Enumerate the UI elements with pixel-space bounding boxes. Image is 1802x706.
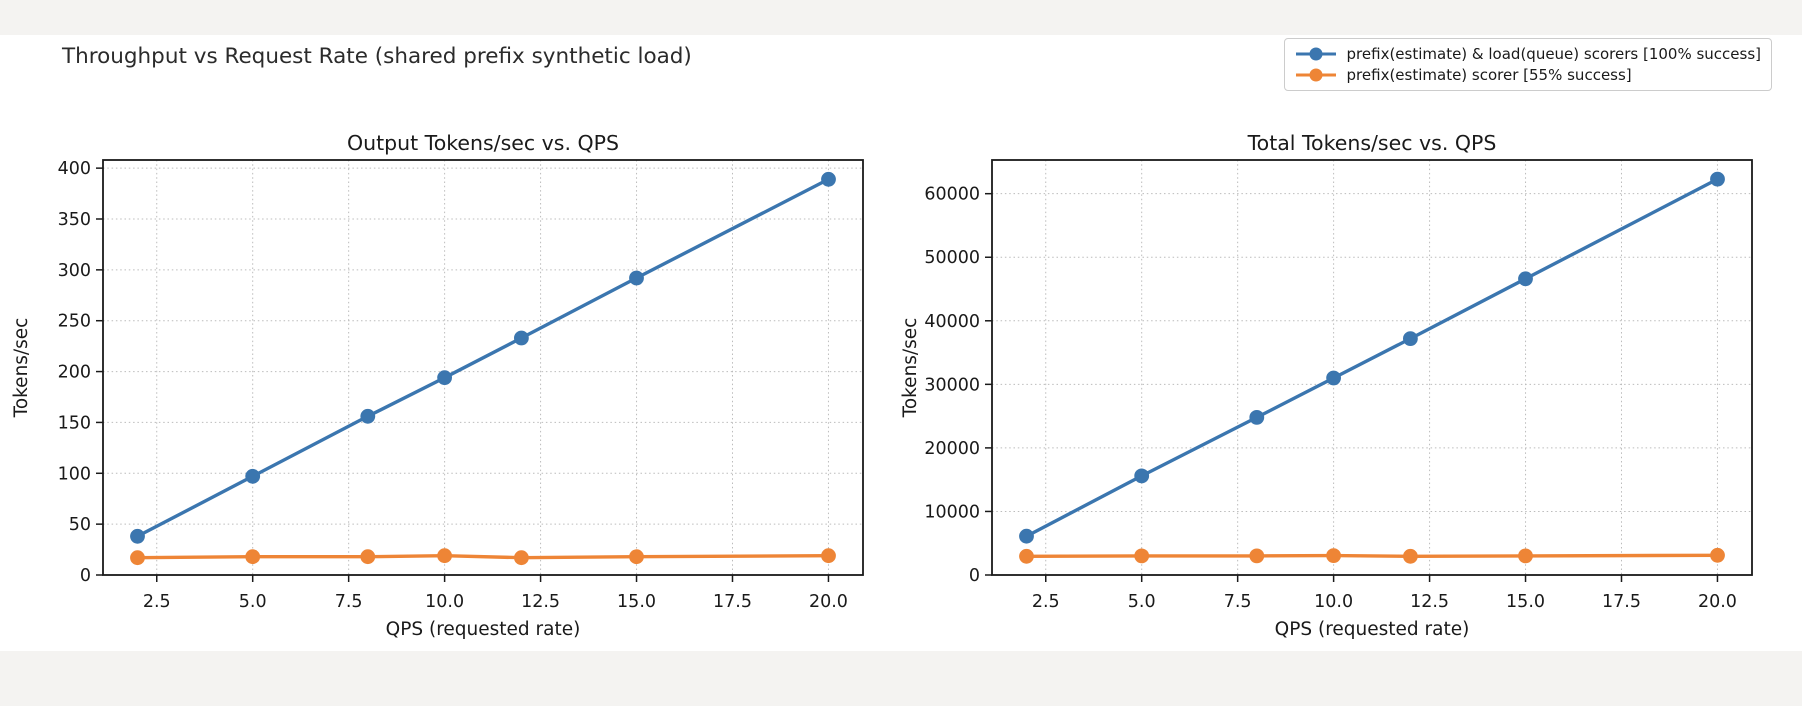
data-point-marker [437, 370, 452, 386]
series-line [1026, 553, 1718, 558]
legend-label: prefix(estimate) scorer [55% success] [1346, 66, 1632, 84]
data-point-marker [360, 408, 376, 424]
data-point-marker [1710, 547, 1725, 563]
legend-dot [1309, 68, 1323, 82]
x-tick-label: 5.0 [1128, 592, 1156, 612]
data-point-marker [130, 528, 145, 544]
x-tick-label: 12.5 [521, 592, 560, 612]
data-point-marker [130, 550, 145, 566]
y-tick-label: 40000 [924, 312, 980, 332]
x-tick-label: 20.0 [1698, 592, 1737, 612]
figure-title: Throughput vs Request Rate (shared prefi… [62, 44, 692, 69]
x-tick-label: 12.5 [1410, 592, 1449, 612]
legend-marker-icon [1295, 68, 1336, 82]
top-margin-bar [0, 0, 1802, 35]
y-tick-label: 60000 [924, 185, 980, 205]
data-point-marker [1403, 548, 1418, 564]
x-tick-label: 2.5 [143, 592, 171, 612]
legend-marker-icon [1295, 47, 1336, 61]
x-tick-label: 2.5 [1032, 592, 1060, 612]
y-tick-label: 50 [69, 515, 91, 535]
data-point-marker [1249, 410, 1265, 425]
plot-spines [102, 159, 864, 576]
data-point-marker [514, 550, 529, 566]
y-tick-label: 0 [80, 566, 91, 586]
data-point-marker [629, 549, 644, 565]
x-tick-label: 17.5 [1602, 592, 1641, 612]
y-tick-label: 50000 [924, 248, 980, 268]
chart-output-tokens-per-sec: 2.5 5.0 7.5 10.0 12.5 15.0 17.5 20.0 0 50 100 150 20… [11, 131, 864, 640]
data-point-marker [1019, 528, 1034, 544]
legend: prefix(estimate) & load(queue) scorers [… [1283, 38, 1772, 91]
data-point-marker [1134, 468, 1150, 484]
data-point-marker [245, 549, 261, 565]
data-point-marker [821, 171, 836, 187]
y-tick-label: 250 [58, 312, 91, 332]
data-point-marker [629, 270, 644, 286]
data-point-marker [1326, 548, 1341, 563]
x-tick-label: 10.0 [1314, 592, 1353, 612]
x-tick-label: 20.0 [809, 592, 848, 612]
y-tick-label: 10000 [924, 502, 980, 522]
y-tick-label: 400 [58, 159, 91, 179]
data-point-marker [1403, 331, 1418, 346]
series-line [1025, 177, 1719, 538]
legend-dot [1309, 47, 1323, 61]
y-tick-label: 0 [969, 566, 980, 586]
data-point-marker [514, 330, 529, 346]
x-tick-label: 10.0 [425, 592, 464, 612]
data-point-marker [1249, 548, 1265, 564]
y-axis-label: Tokens/sec [11, 318, 32, 419]
data-point-marker [360, 549, 376, 565]
legend-label: prefix(estimate) & load(queue) scorers [… [1346, 45, 1761, 63]
y-tick-label: 200 [58, 363, 91, 383]
chart-total-tokens-per-sec: 2.5 5.0 7.5 10.0 12.5 15.0 17.5 20.0 0 10000 20000… [900, 131, 1753, 640]
y-tick-label: 30000 [924, 375, 980, 395]
legend-item: prefix(estimate) scorer [55% success] [1293, 66, 1761, 84]
data-point-marker [821, 548, 836, 564]
data-point-marker [1710, 171, 1725, 187]
data-point-marker [1518, 548, 1533, 564]
x-tick-label: 15.0 [1506, 592, 1545, 612]
legend-item: prefix(estimate) & load(queue) scorers [… [1293, 45, 1761, 63]
x-tick-label: 15.0 [617, 592, 656, 612]
data-point-marker [1326, 370, 1341, 386]
y-tick-label: 20000 [924, 439, 980, 459]
x-tick-label: 5.0 [239, 592, 267, 612]
y-tick-label: 300 [58, 261, 91, 281]
x-tick-label: 7.5 [1224, 592, 1252, 612]
chart-title: Output Tokens/sec vs. QPS [347, 131, 619, 155]
bottom-margin-bar [0, 651, 1802, 706]
data-point-marker [1134, 548, 1150, 564]
x-tick-label: 17.5 [713, 592, 752, 612]
x-axis-label: QPS (requested rate) [1275, 619, 1470, 640]
plot-spines [991, 159, 1753, 576]
series-line [136, 177, 830, 538]
y-axis-label: Tokens/sec [900, 318, 921, 419]
data-point-marker [1518, 271, 1533, 287]
matplotlib-figure: Throughput vs Request Rate (shared prefi… [0, 35, 1802, 651]
data-point-marker [245, 468, 261, 484]
series-line [137, 554, 829, 560]
chart-title: Total Tokens/sec vs. QPS [1247, 131, 1497, 155]
x-tick-label: 7.5 [335, 592, 363, 612]
data-point-marker [1019, 548, 1034, 564]
y-tick-label: 100 [58, 464, 91, 484]
y-tick-label: 350 [58, 210, 91, 230]
x-axis-label: QPS (requested rate) [386, 619, 581, 640]
data-point-marker [437, 548, 452, 564]
y-tick-label: 150 [58, 413, 91, 433]
